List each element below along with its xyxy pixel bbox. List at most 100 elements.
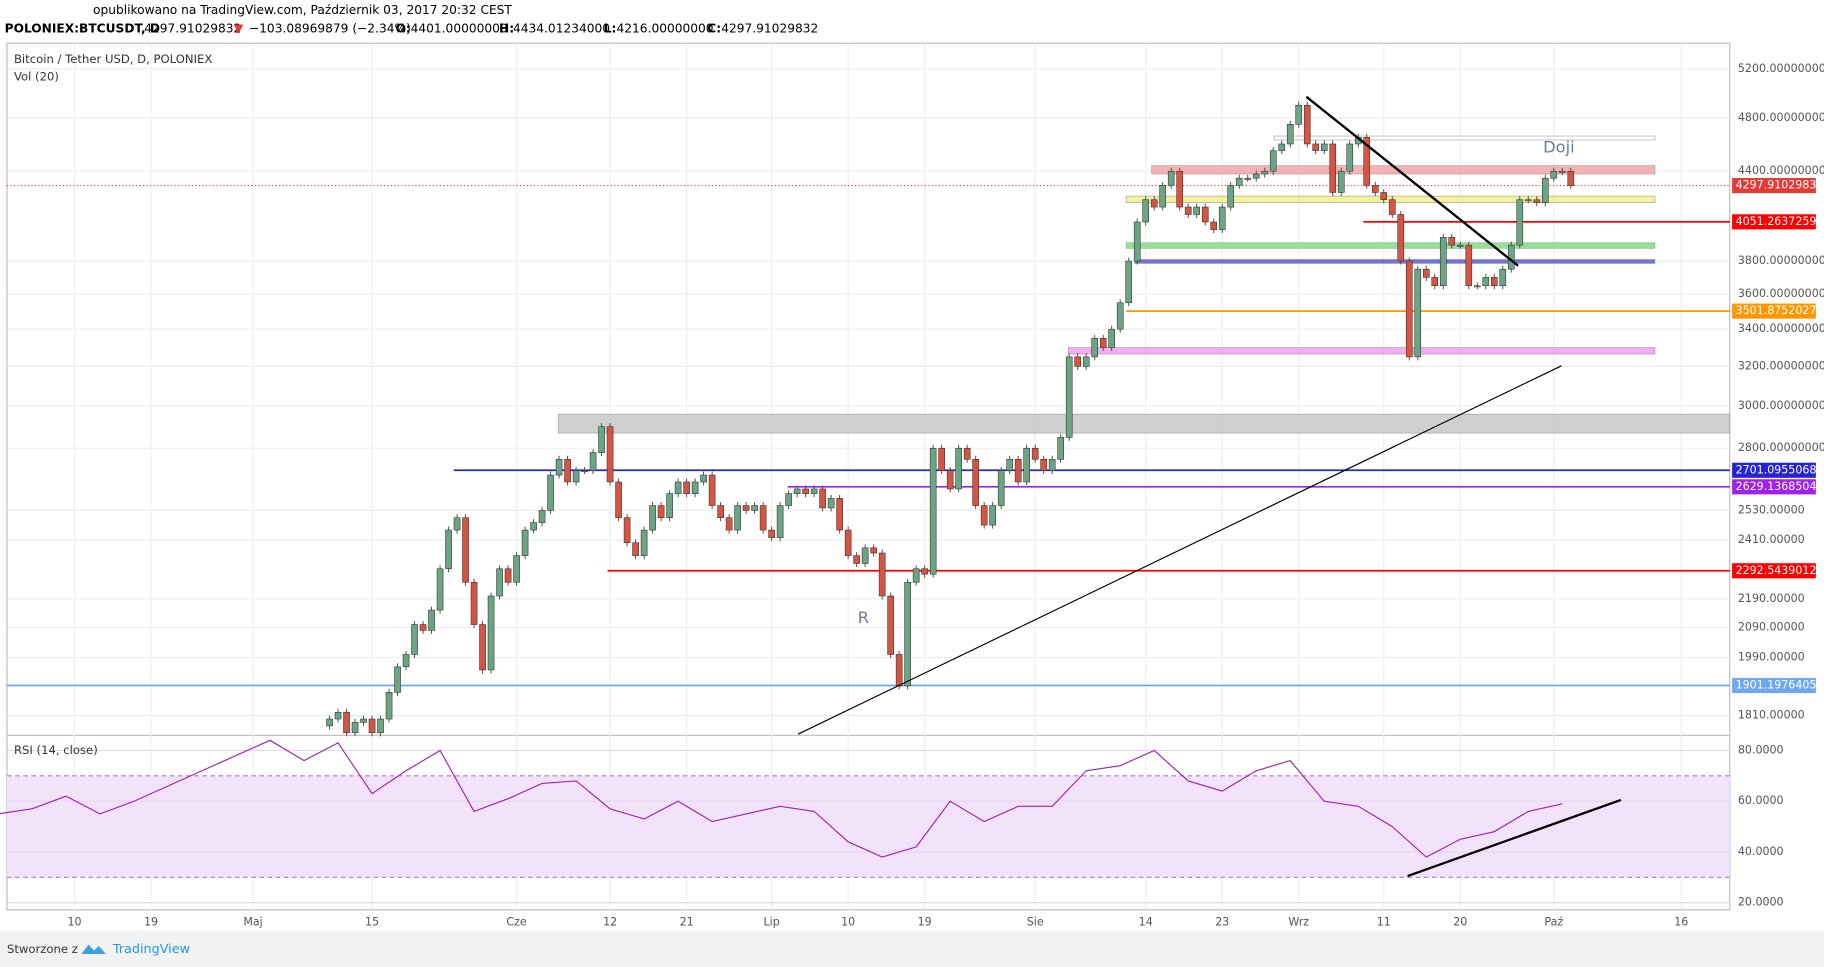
candle [1116, 302, 1124, 330]
candle [496, 568, 503, 597]
trendline [797, 365, 1562, 735]
candle [402, 654, 410, 668]
candle [1261, 170, 1269, 175]
candle [929, 447, 937, 575]
candle [1057, 437, 1065, 460]
candle [521, 529, 529, 556]
open-label: O: [396, 22, 411, 36]
rsi-band [6, 775, 1730, 878]
zone [1068, 347, 1656, 355]
candle [1524, 199, 1532, 202]
candle [640, 529, 648, 556]
candle [1414, 268, 1422, 358]
candle [776, 505, 784, 538]
candle [555, 458, 563, 476]
candle [921, 568, 928, 575]
candle [1074, 356, 1082, 367]
candle [938, 447, 945, 471]
level-label: 2292.54390125 [1736, 564, 1824, 577]
y-tick-label: 3400.00000000 [1738, 322, 1824, 335]
candle [1218, 206, 1226, 230]
level-tag [1732, 563, 1816, 579]
candle [819, 488, 826, 509]
candle [385, 692, 393, 720]
footer-brand[interactable]: TradingView [112, 942, 190, 957]
x-tick-label: 15 [365, 916, 379, 929]
candle [1516, 199, 1524, 246]
candle [351, 722, 359, 734]
candle [1176, 170, 1184, 208]
chart-title: Bitcoin / Tether USD, D, POLONIEX [14, 52, 212, 66]
low-value: 4216.00000000 [617, 22, 714, 36]
level-label: 1901.19764056 [1736, 678, 1824, 691]
candle [1567, 170, 1575, 186]
candle [1014, 458, 1022, 483]
candle [895, 654, 903, 687]
candle [751, 505, 758, 511]
candle [606, 426, 614, 483]
candle [683, 481, 690, 494]
x-tick-label: 10 [67, 916, 81, 929]
level-tag [1732, 462, 1816, 478]
candle [1235, 177, 1243, 186]
candle [1269, 150, 1277, 172]
close-label: C: [707, 22, 721, 36]
x-tick-label: 16 [1674, 916, 1688, 929]
candle [419, 624, 427, 631]
candle [1201, 206, 1209, 223]
open-value: 4401.00000000 [411, 22, 508, 36]
candle [1439, 237, 1447, 287]
candle [1541, 177, 1549, 203]
last-price-label: 4297.91029832 [1736, 179, 1824, 192]
candle [1125, 260, 1133, 304]
candle [836, 498, 843, 531]
candle [1159, 185, 1167, 208]
candle [768, 529, 775, 538]
candle [1499, 268, 1507, 287]
candle [504, 568, 512, 583]
change: −103.08969879 (−2.34%) [249, 22, 411, 36]
candle [1422, 268, 1430, 278]
candle [1082, 356, 1090, 367]
x-tick-label: 10 [841, 916, 855, 929]
zone [1273, 135, 1656, 141]
candle [462, 517, 469, 583]
candle [674, 481, 682, 494]
x-tick-label: 14 [1139, 916, 1153, 929]
candle [1023, 447, 1030, 483]
x-tick-label: 20 [1453, 916, 1467, 929]
candle [581, 470, 588, 472]
footer-text: Stworzone z [7, 942, 78, 956]
candle [1482, 277, 1490, 287]
candle [513, 555, 520, 583]
x-tick-label: Maj [243, 916, 262, 929]
candle [487, 595, 495, 671]
candle [810, 488, 818, 494]
candle [759, 505, 767, 531]
candle [453, 517, 461, 531]
y-tick-label: 4800.00000000 [1738, 111, 1824, 124]
candle [725, 517, 733, 531]
candle [1278, 143, 1286, 151]
y-tick-label: 80.0000 [1738, 743, 1784, 756]
candle [785, 493, 792, 506]
candle [589, 452, 597, 471]
candle [564, 458, 571, 483]
candle [1431, 277, 1439, 287]
candle [1346, 143, 1354, 172]
y-tick-label: 40.0000 [1738, 845, 1784, 858]
chart-subtitle: Vol (20) [14, 69, 59, 83]
candle [598, 426, 605, 453]
level-label: 3501.87520278 [1736, 304, 1824, 317]
annotation: R [858, 608, 869, 627]
candle [428, 609, 435, 631]
candle [1091, 338, 1099, 358]
candle [870, 547, 877, 554]
trendline [1305, 95, 1519, 267]
candle [649, 505, 656, 531]
x-tick-label: 19 [144, 916, 158, 929]
y-tick-label: 60.0000 [1738, 794, 1784, 807]
x-tick-label: Sie [1027, 916, 1044, 929]
candle [853, 555, 860, 564]
candle [666, 493, 673, 518]
